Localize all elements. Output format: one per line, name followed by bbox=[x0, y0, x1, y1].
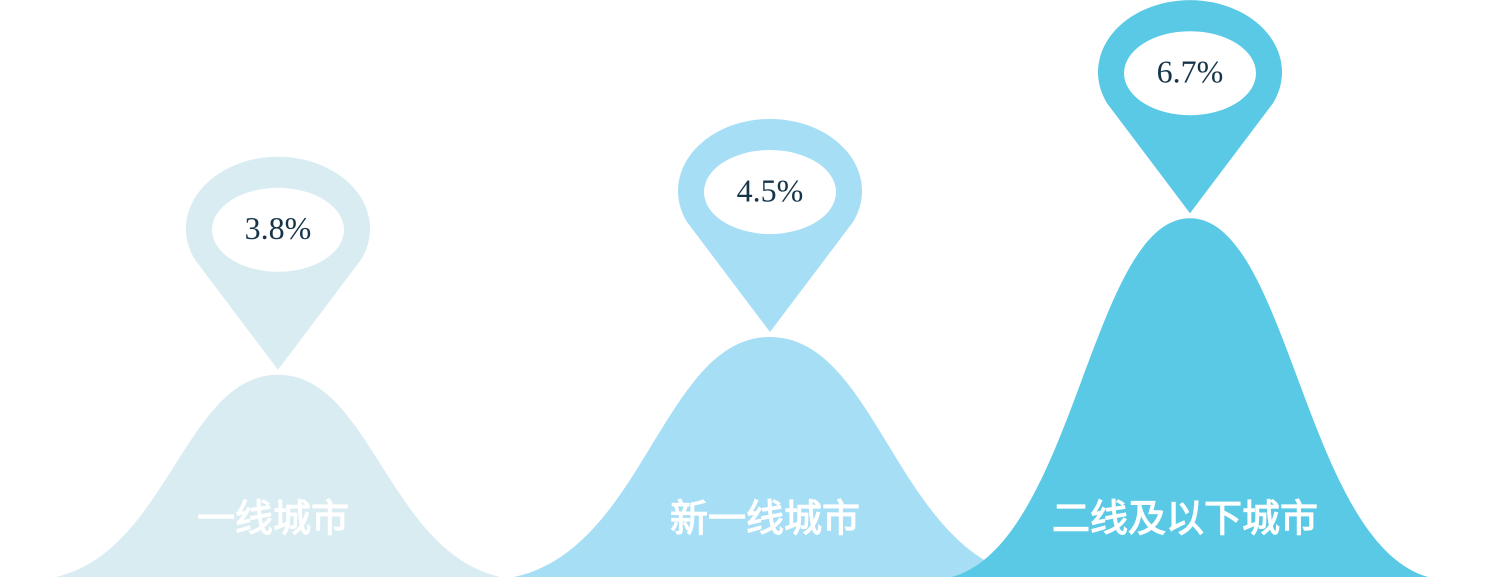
pin-label-bg bbox=[1124, 31, 1256, 116]
category-label: 新一线城市 bbox=[670, 497, 860, 541]
bell bbox=[950, 218, 1430, 577]
pin-label-bg bbox=[212, 187, 344, 272]
category-label: 一线城市 bbox=[197, 497, 349, 541]
value-label: 6.7% bbox=[1157, 54, 1224, 90]
category-label: 二线及以下城市 bbox=[1052, 497, 1318, 541]
bell bbox=[54, 374, 502, 577]
value-label: 4.5% bbox=[737, 172, 804, 208]
value-label: 3.8% bbox=[245, 210, 312, 246]
bell bbox=[512, 337, 1028, 577]
pin-label-bg bbox=[704, 150, 836, 234]
